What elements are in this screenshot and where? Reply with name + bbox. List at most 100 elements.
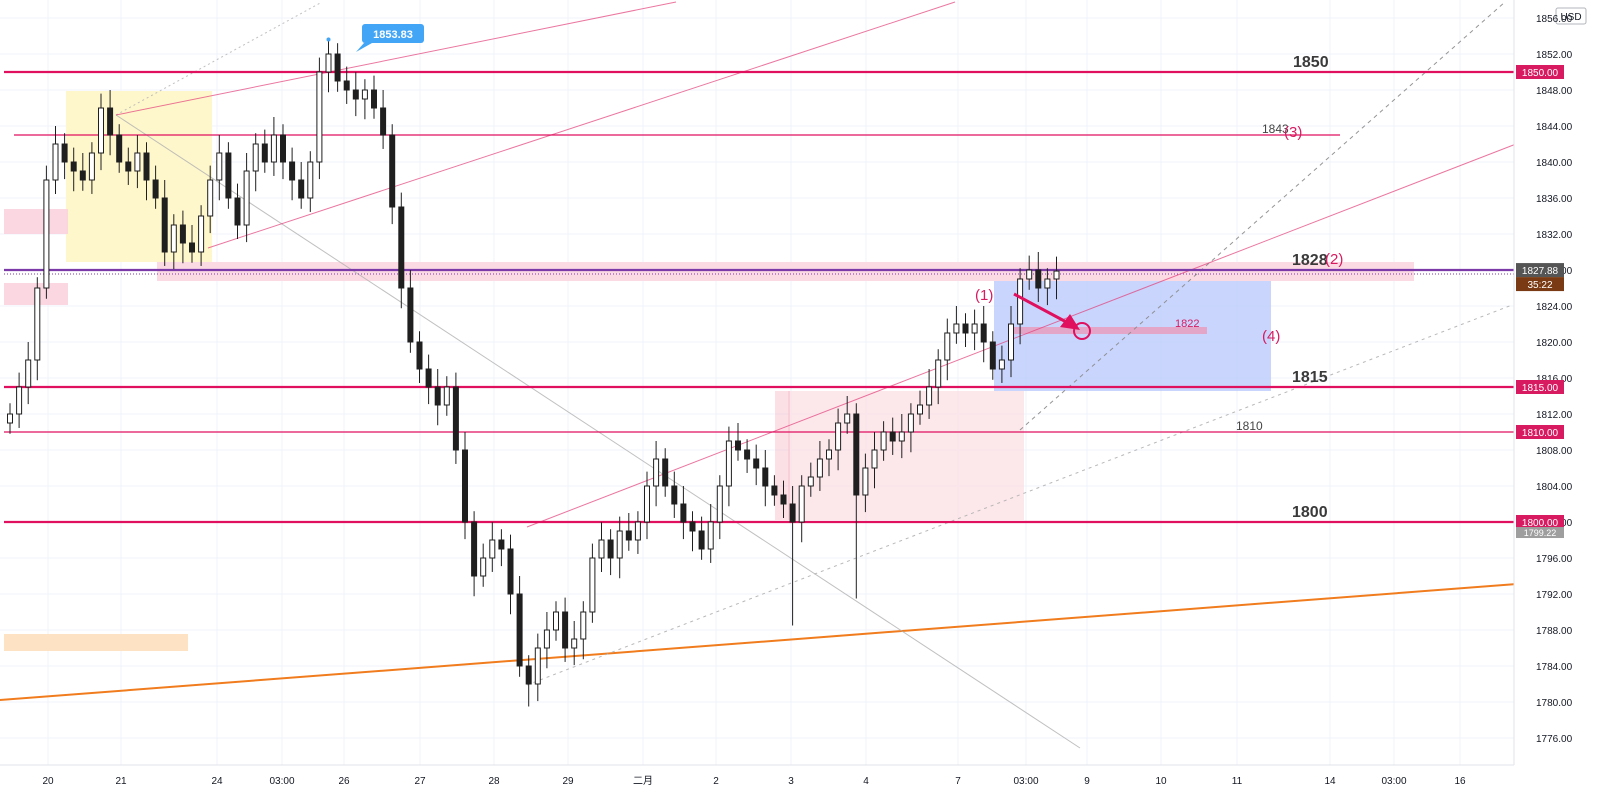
level-layer: 1850 1843 1828 1815 1810 1800 1822	[4, 54, 1514, 524]
candle-body	[43, 179, 50, 289]
x-tick-label: 2	[713, 776, 719, 787]
time-axis: 20 21 24 03:00 26 27 28 29 二月 2 3 4 7 03:00 9 10 11 14 03:…	[0, 764, 1514, 787]
x-tick-label: 9	[1084, 776, 1090, 787]
x-tick-label: 二月	[633, 775, 653, 787]
currency-label[interactable]: USD	[1560, 12, 1581, 23]
candle-body	[380, 107, 387, 136]
candle-body	[261, 143, 268, 163]
level-label: 1850	[1293, 54, 1329, 71]
candle-body	[79, 170, 86, 181]
candle-body	[352, 89, 359, 100]
candle-body	[434, 386, 441, 406]
y-tick-label: 1824.00	[1536, 302, 1573, 313]
candle-body	[289, 161, 296, 181]
annotation-1: (1)	[975, 287, 993, 304]
level-label: 1815	[1292, 369, 1328, 386]
x-tick-label: 03:00	[1381, 776, 1406, 787]
candle-body	[107, 107, 114, 136]
y-tick-label: 1808.00	[1536, 446, 1573, 457]
dotted-extension	[115, 1, 323, 116]
candle-body	[989, 341, 996, 370]
candle-body	[844, 413, 851, 424]
candle-body	[280, 134, 286, 163]
candle-body	[771, 485, 778, 496]
candle-body	[880, 431, 887, 451]
candle-body	[835, 422, 842, 451]
x-tick-label: 16	[1454, 776, 1466, 787]
level-price-tag	[1516, 515, 1564, 529]
candle-body	[152, 179, 159, 199]
candle-body	[917, 404, 923, 415]
candle-body	[179, 224, 186, 244]
mid-level-bar	[1011, 327, 1207, 334]
candle-body	[944, 332, 951, 361]
y-tick-label: 1852.00	[1536, 50, 1573, 61]
candle-body	[980, 323, 987, 343]
y-tick-label: 1804.00	[1536, 482, 1573, 493]
candle-body	[543, 629, 550, 649]
x-tick-label: 20	[42, 776, 54, 787]
level-price-tag	[1516, 380, 1564, 394]
candle-body	[143, 152, 150, 181]
level-price-tag-text: 1850.00	[1522, 68, 1559, 79]
candle-body	[1035, 269, 1042, 289]
y-tick-label: 1836.00	[1536, 194, 1573, 205]
candle-body	[34, 287, 41, 361]
candle-body	[471, 521, 478, 577]
candle-body	[343, 80, 350, 91]
candle-body	[52, 143, 59, 181]
candle-body	[425, 368, 432, 388]
x-tick-label: 21	[115, 776, 127, 787]
candle-body	[334, 53, 341, 82]
trendline-layer	[0, 1, 1600, 749]
countdown-tag	[1516, 277, 1564, 292]
x-tick-label: 27	[414, 776, 426, 787]
candle-body	[634, 521, 641, 541]
y-tick-label: 1796.00	[1536, 554, 1573, 565]
y-tick-label: 1832.00	[1536, 230, 1573, 241]
candle-body	[616, 530, 623, 559]
candle-body	[298, 179, 305, 199]
candle-body	[452, 386, 459, 451]
candle-body	[125, 161, 132, 172]
ascending-line	[526, 143, 1517, 528]
x-tick-label: 03:00	[1013, 776, 1038, 787]
high-callout-text: 1853.83	[373, 29, 413, 41]
y-tick-label: 1844.00	[1536, 122, 1573, 133]
breakout-circle-marker	[1073, 322, 1091, 340]
candle-body	[662, 458, 669, 487]
candle-body	[443, 386, 450, 406]
level-label: 1800	[1292, 504, 1328, 521]
x-tick-label: 7	[955, 776, 961, 787]
candle-body	[25, 359, 32, 388]
candle-body	[871, 449, 878, 469]
x-tick-label: 4	[863, 776, 869, 787]
candle-body	[725, 440, 732, 487]
candle-body	[598, 539, 605, 559]
level-price-tag-text: 1800.00	[1522, 518, 1559, 529]
candle-body	[671, 485, 678, 505]
candle-body	[389, 134, 396, 208]
candle-body	[198, 215, 205, 253]
mid-level-label: 1822	[1175, 318, 1199, 330]
channel-line-lower	[207, 1, 956, 249]
annotation-layer: 1853.83 (1) (2) (3) (4)	[326, 24, 1343, 345]
candle-body	[680, 503, 687, 523]
candle-body	[889, 431, 896, 442]
annotation-2: (2)	[1325, 251, 1343, 268]
candle-body	[826, 449, 832, 460]
x-tick-label: 11	[1232, 776, 1243, 787]
candle-body	[1044, 278, 1051, 289]
high-callout-pointer	[356, 43, 372, 52]
candle-body	[116, 134, 123, 163]
x-tick-label: 29	[562, 776, 574, 787]
candle-body	[689, 521, 696, 532]
candle-body	[1008, 323, 1014, 361]
candle-body	[807, 476, 814, 487]
candle-body	[789, 503, 796, 523]
y-tick-label: 1820.00	[1536, 338, 1573, 349]
candle-body	[562, 611, 569, 649]
candle-body	[735, 440, 741, 451]
candle-body	[161, 197, 168, 253]
